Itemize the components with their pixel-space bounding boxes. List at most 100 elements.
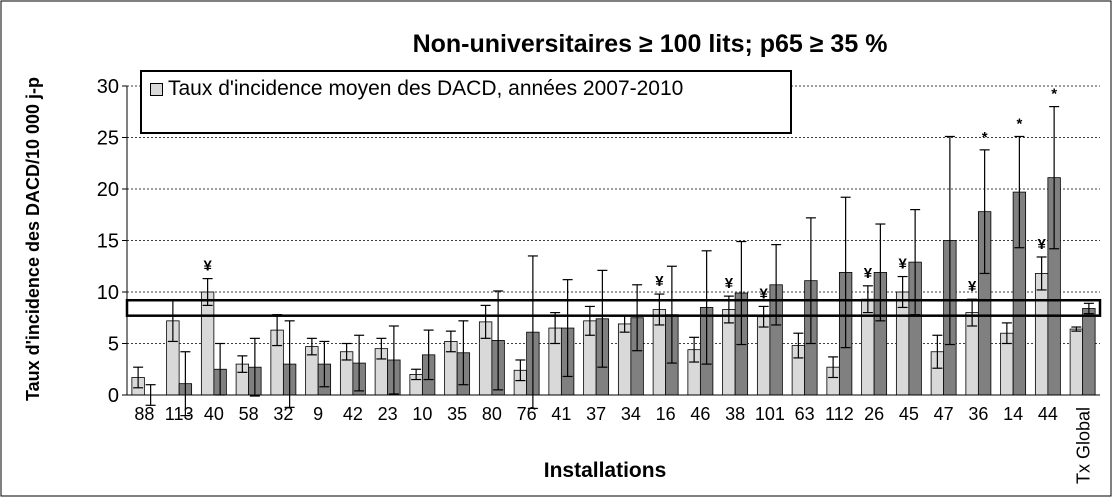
- annotation: *: [982, 129, 988, 146]
- annotation: ¥: [759, 285, 768, 302]
- x-tick-label: 41: [551, 404, 571, 424]
- error-bar: [515, 359, 526, 382]
- error-bar: [284, 320, 295, 408]
- annotation: ¥: [968, 278, 977, 295]
- x-axis-label: Installations: [544, 459, 667, 482]
- y-tick-label: 15: [97, 231, 119, 253]
- x-tick-label: 46: [690, 404, 710, 424]
- x-tick-label: 26: [864, 404, 884, 424]
- x-tick-label: 37: [586, 404, 606, 424]
- error-bar: [1049, 105, 1060, 250]
- error-bar: [632, 284, 643, 352]
- error-bar: [875, 223, 886, 322]
- error-bar: [771, 244, 782, 326]
- x-tick-label: 23: [378, 404, 398, 424]
- x-tick-label: 10: [412, 404, 432, 424]
- annotation: ¥: [864, 265, 873, 282]
- x-tick-label: 34: [621, 404, 641, 424]
- y-tick-label: 0: [108, 385, 119, 407]
- error-bar: [689, 336, 700, 363]
- chart-title: Non-universitaires ≥ 100 lits; p65 ≥ 35 …: [413, 30, 888, 58]
- error-bar: [793, 332, 804, 359]
- x-tick-label: 32: [273, 404, 293, 424]
- error-bar: [527, 255, 538, 409]
- annotation: *: [1016, 115, 1022, 132]
- bar: [1034, 273, 1049, 396]
- error-bar: [354, 334, 365, 392]
- x-tick-label: 14: [1003, 404, 1023, 424]
- error-bar: [597, 269, 608, 368]
- y-tick-label: 30: [97, 76, 119, 98]
- error-bar: [376, 337, 387, 360]
- error-bar: [1083, 302, 1094, 315]
- x-tick-label: Tx Global: [1074, 407, 1094, 484]
- bar: [861, 298, 875, 396]
- error-bar: [423, 329, 434, 381]
- error-bar: [445, 330, 456, 353]
- annotation: ¥: [1037, 236, 1046, 253]
- error-bar: [1014, 135, 1025, 249]
- bar: [617, 323, 632, 396]
- error-bar: [828, 356, 839, 379]
- error-bar: [180, 351, 191, 417]
- x-tick-label: 9: [313, 404, 323, 424]
- x-tick-label: 42: [343, 404, 363, 424]
- error-bar: [319, 340, 330, 388]
- x-tick-label: 44: [1038, 404, 1058, 424]
- bar: [200, 291, 215, 396]
- error-bar: [237, 355, 248, 373]
- x-tick-label: 35: [447, 404, 467, 424]
- error-bar: [1001, 322, 1012, 345]
- error-bar: [1071, 326, 1082, 332]
- error-bar: [1036, 256, 1047, 291]
- y-axis-label: Taux d'incidence des DACD/10 000 j-p: [23, 76, 43, 402]
- error-bar: [480, 304, 491, 339]
- error-bar: [944, 135, 955, 346]
- legend-swatch: [150, 83, 163, 96]
- y-tick-label: 25: [97, 128, 119, 150]
- bar: [1082, 308, 1096, 396]
- x-tick-label: 36: [968, 404, 988, 424]
- error-bar: [736, 240, 747, 346]
- x-tick-label: 58: [239, 404, 259, 424]
- error-bar: [701, 250, 712, 365]
- error-bar: [932, 334, 943, 369]
- legend-label: Taux d'incidence moyen des DACD, années …: [168, 77, 684, 100]
- error-bar: [249, 337, 260, 397]
- error-bar: [550, 312, 561, 345]
- error-bar: [562, 279, 573, 378]
- x-tick-label: 88: [134, 404, 154, 424]
- bar: [1069, 328, 1084, 396]
- error-bar: [458, 320, 469, 386]
- bar: [756, 316, 771, 396]
- annotation: ¥: [725, 275, 734, 292]
- y-tick-label: 20: [97, 179, 119, 201]
- x-tick-label: 101: [755, 404, 785, 424]
- error-bar: [133, 366, 144, 389]
- x-tick-label: 76: [517, 404, 537, 424]
- x-tick-label: 80: [482, 404, 502, 424]
- error-bar: [411, 368, 422, 381]
- error-bar: [388, 325, 399, 395]
- y-tick-label: 5: [108, 334, 119, 356]
- annotation: ¥: [203, 258, 212, 275]
- error-bar: [897, 275, 908, 309]
- x-tick-label: 45: [899, 404, 919, 424]
- x-tick-label: 38: [725, 404, 745, 424]
- error-bar: [805, 217, 816, 345]
- error-bar: [979, 149, 990, 275]
- x-tick-label: 47: [934, 404, 954, 424]
- error-bar: [341, 342, 352, 361]
- error-bar: [306, 337, 317, 356]
- error-bar: [493, 290, 504, 391]
- error-bar: [840, 196, 851, 349]
- x-tick-label: 113: [165, 404, 194, 424]
- y-tick-label: 10: [97, 282, 119, 304]
- x-tick-label: 40: [204, 404, 224, 424]
- legend: Taux d'incidence moyen des DACD, années …: [140, 70, 792, 134]
- annotation: ¥: [655, 273, 664, 290]
- annotation: ¥: [898, 256, 907, 273]
